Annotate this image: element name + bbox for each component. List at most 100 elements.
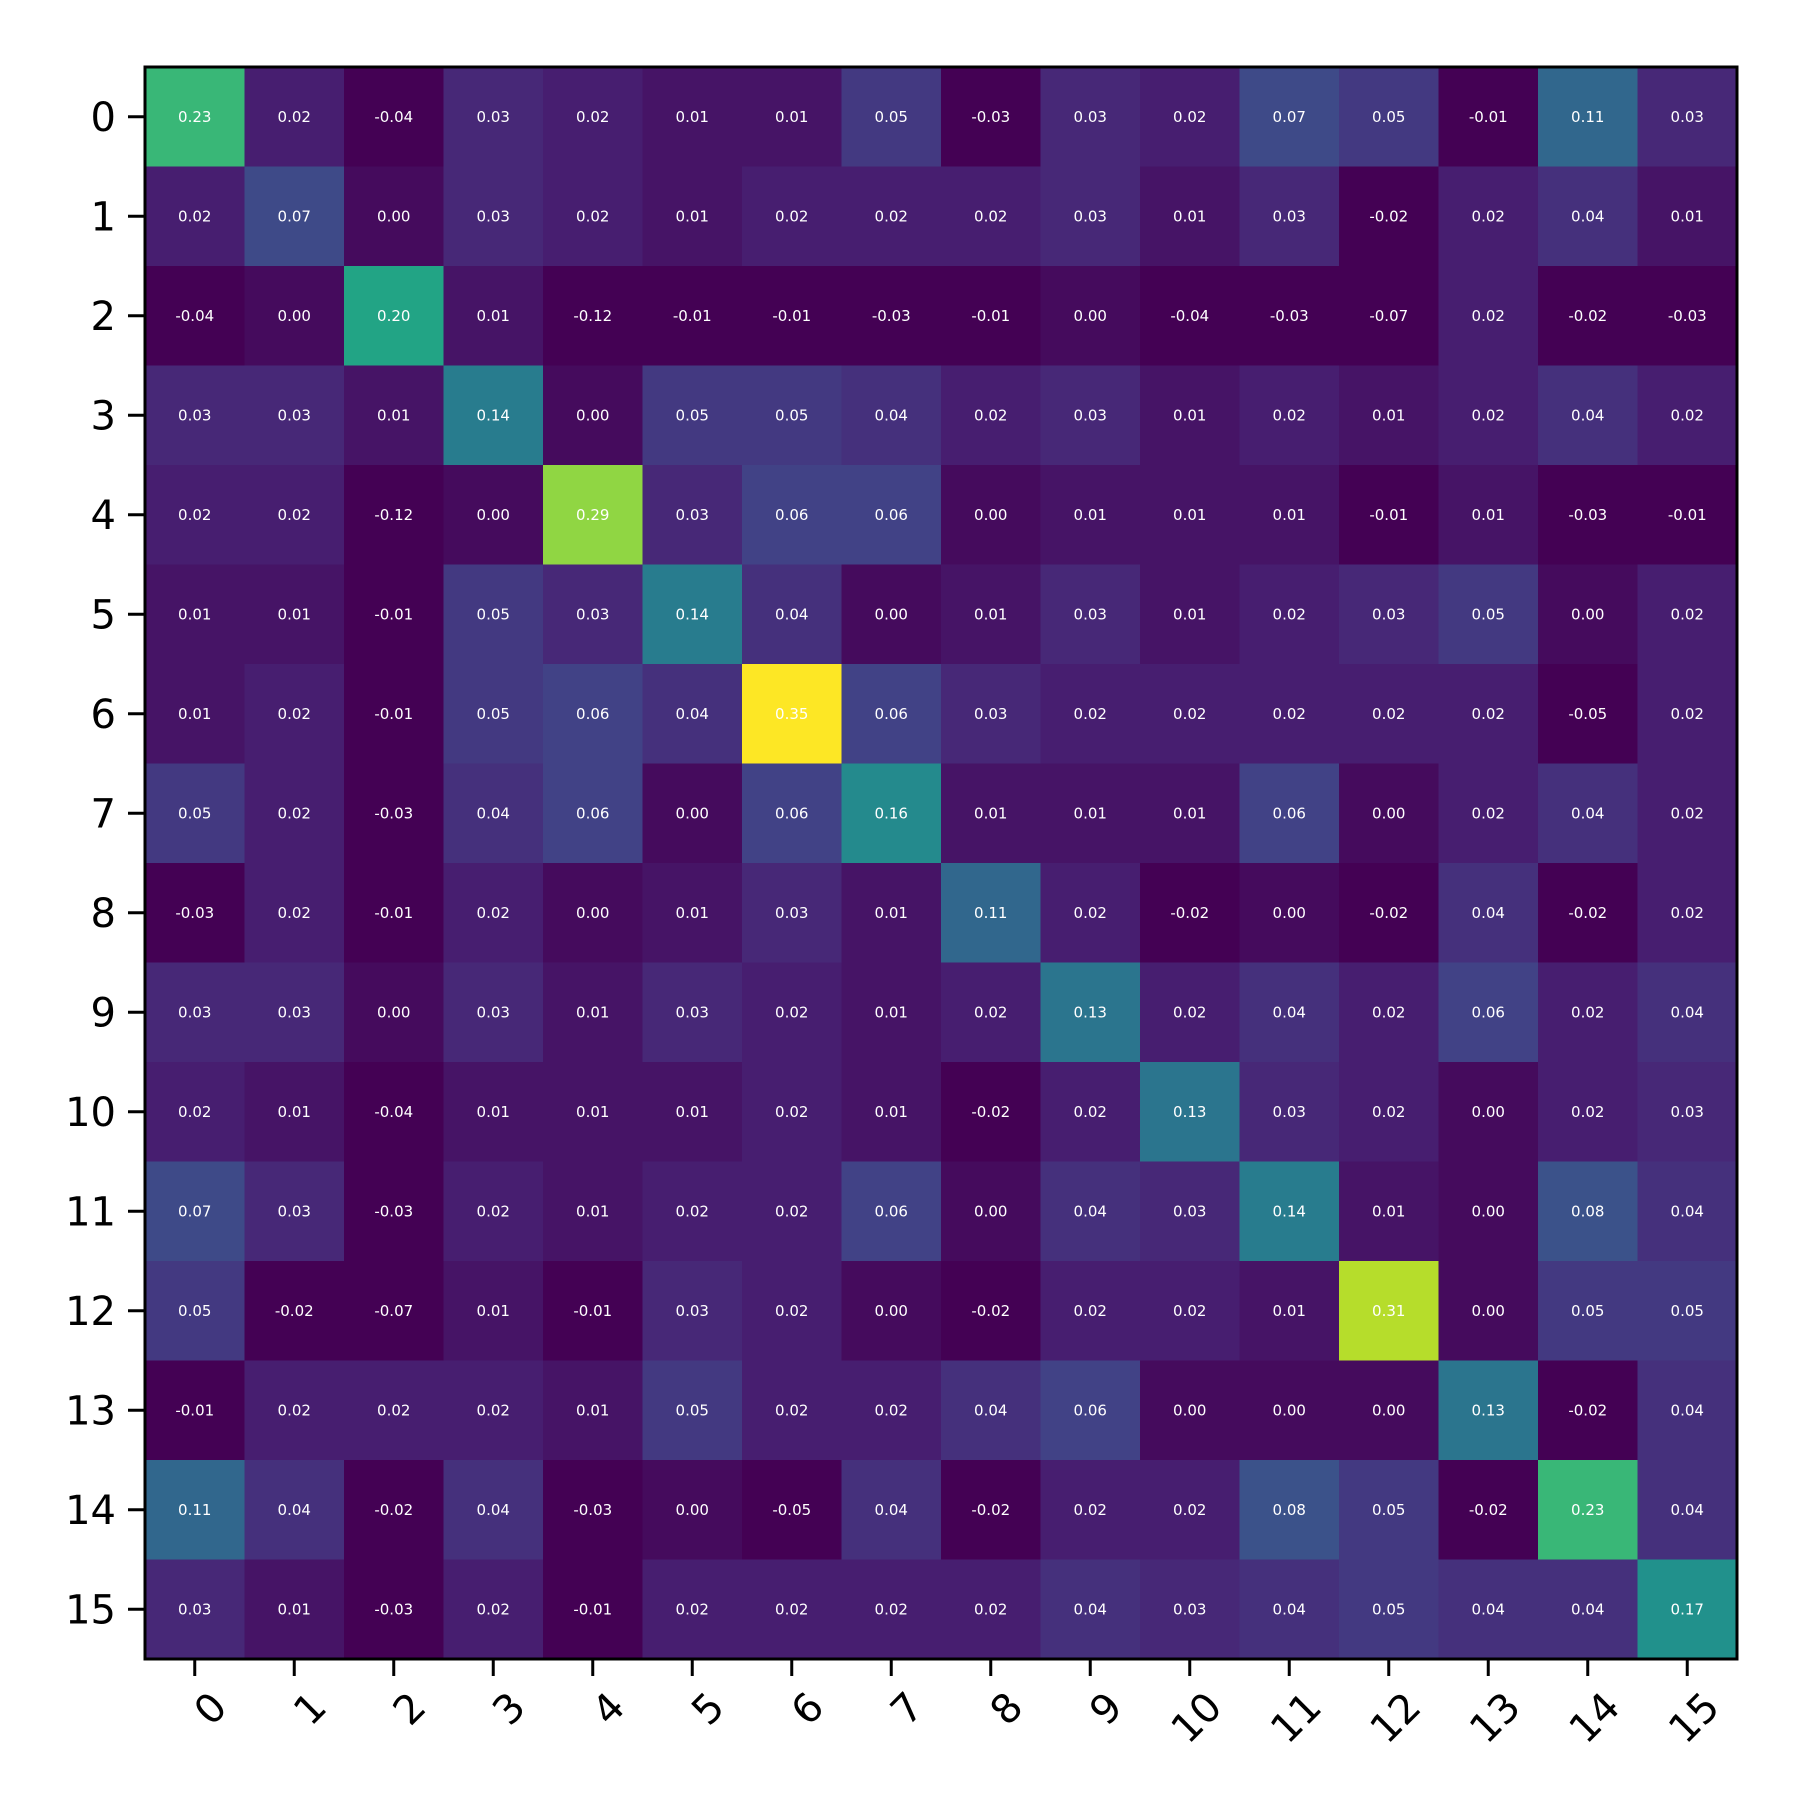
heatmap-cell-13-10 bbox=[1140, 1360, 1240, 1461]
heatmap-cell-13-14 bbox=[1538, 1360, 1638, 1461]
heatmap-cell-9-15 bbox=[1637, 962, 1738, 1063]
heatmap-cell-9-6 bbox=[742, 962, 842, 1063]
heatmap-cell-3-9 bbox=[1040, 365, 1141, 466]
cell-value-label-7-1: 0.02 bbox=[278, 804, 311, 822]
cell-value-label-0-10: 0.02 bbox=[1173, 108, 1206, 126]
heatmap-cell-12-4 bbox=[543, 1261, 643, 1361]
cell-value-label-9-3: 0.03 bbox=[477, 1003, 510, 1021]
heatmap-cell-2-8 bbox=[941, 266, 1041, 366]
cell-value-label-2-7: -0.03 bbox=[872, 307, 911, 325]
cell-value-label-3-10: 0.01 bbox=[1173, 406, 1206, 424]
heatmap-cell-3-3 bbox=[443, 365, 544, 466]
cell-value-label-5-14: 0.00 bbox=[1571, 605, 1604, 623]
heatmap-cell-6-12 bbox=[1339, 664, 1439, 764]
heatmap-cell-5-7 bbox=[841, 564, 942, 665]
cell-value-label-4-7: 0.06 bbox=[875, 506, 908, 524]
heatmap-cell-2-14 bbox=[1538, 266, 1638, 366]
cell-value-label-13-11: 0.00 bbox=[1273, 1401, 1306, 1419]
heatmap-cell-11-9 bbox=[1040, 1161, 1141, 1262]
cell-value-label-4-4: 0.29 bbox=[576, 506, 609, 524]
cell-value-label-12-7: 0.00 bbox=[875, 1302, 908, 1320]
heatmap-cell-2-11 bbox=[1239, 266, 1340, 366]
cell-value-label-2-6: -0.01 bbox=[772, 307, 811, 325]
cell-value-label-3-9: 0.03 bbox=[1074, 406, 1107, 424]
cell-value-label-12-2: -0.07 bbox=[374, 1302, 413, 1320]
heatmap-cell-11-5 bbox=[642, 1161, 743, 1262]
cell-value-label-4-5: 0.03 bbox=[676, 506, 709, 524]
heatmap-cell-0-3 bbox=[443, 67, 544, 167]
heatmap-cell-13-6 bbox=[742, 1360, 842, 1461]
cell-value-label-0-5: 0.01 bbox=[676, 108, 709, 126]
cell-value-label-5-12: 0.03 bbox=[1372, 605, 1405, 623]
y-tick-label-5: 5 bbox=[91, 592, 116, 638]
cell-value-label-8-8: 0.11 bbox=[974, 904, 1007, 922]
heatmap-cell-14-2 bbox=[344, 1460, 444, 1560]
cell-value-label-10-4: 0.01 bbox=[576, 1103, 609, 1121]
cell-value-label-2-1: 0.00 bbox=[278, 307, 311, 325]
cell-value-label-4-12: -0.01 bbox=[1369, 506, 1408, 524]
heatmap-cell-6-3 bbox=[443, 664, 544, 764]
heatmap-cell-5-11 bbox=[1239, 564, 1340, 665]
cell-value-label-6-13: 0.02 bbox=[1472, 705, 1505, 723]
heatmap-cell-4-3 bbox=[443, 465, 544, 565]
cell-value-label-2-14: -0.02 bbox=[1568, 307, 1607, 325]
cell-value-label-10-5: 0.01 bbox=[676, 1103, 709, 1121]
cell-value-label-7-2: -0.03 bbox=[374, 804, 413, 822]
heatmap-cell-5-8 bbox=[941, 564, 1041, 665]
heatmap-cell-4-15 bbox=[1637, 465, 1738, 565]
heatmap-cell-14-14 bbox=[1538, 1460, 1638, 1560]
cell-value-label-10-14: 0.02 bbox=[1571, 1103, 1604, 1121]
heatmap-cell-6-9 bbox=[1040, 664, 1141, 764]
cell-value-label-1-2: 0.00 bbox=[377, 207, 410, 225]
cell-value-label-11-9: 0.04 bbox=[1074, 1202, 1107, 1220]
cell-value-label-7-0: 0.05 bbox=[178, 804, 211, 822]
heatmap-cell-11-11 bbox=[1239, 1161, 1340, 1262]
cell-value-label-11-11: 0.14 bbox=[1273, 1202, 1306, 1220]
heatmap-cell-10-4 bbox=[543, 1062, 643, 1162]
cell-value-label-0-13: -0.01 bbox=[1469, 108, 1508, 126]
heatmap-cell-1-5 bbox=[642, 166, 743, 267]
cell-value-label-14-3: 0.04 bbox=[477, 1501, 510, 1519]
y-tick-label-7: 7 bbox=[91, 791, 116, 837]
cell-value-label-6-3: 0.05 bbox=[477, 705, 510, 723]
cell-value-label-5-5: 0.14 bbox=[676, 605, 709, 623]
cell-value-label-3-0: 0.03 bbox=[178, 406, 211, 424]
cell-value-label-4-14: -0.03 bbox=[1568, 506, 1607, 524]
cell-value-label-2-3: 0.01 bbox=[477, 307, 510, 325]
cell-value-label-1-14: 0.04 bbox=[1571, 207, 1604, 225]
heatmap-cell-15-9 bbox=[1040, 1559, 1141, 1660]
cell-value-label-1-4: 0.02 bbox=[576, 207, 609, 225]
heatmap-cell-1-6 bbox=[742, 166, 842, 267]
cell-value-label-15-7: 0.02 bbox=[875, 1600, 908, 1618]
cell-value-label-14-6: -0.05 bbox=[772, 1501, 811, 1519]
heatmap-cell-0-2 bbox=[344, 67, 444, 167]
cell-value-label-1-11: 0.03 bbox=[1273, 207, 1306, 225]
heatmap-cell-11-4 bbox=[543, 1161, 643, 1262]
heatmap-cell-7-5 bbox=[642, 763, 743, 864]
cell-value-label-12-0: 0.05 bbox=[178, 1302, 211, 1320]
cell-value-label-0-0: 0.23 bbox=[178, 108, 211, 126]
heatmap-cell-6-1 bbox=[244, 664, 345, 764]
heatmap-cell-4-11 bbox=[1239, 465, 1340, 565]
heatmap-cell-5-9 bbox=[1040, 564, 1141, 665]
heatmap-cell-15-13 bbox=[1438, 1559, 1539, 1660]
heatmap-cell-15-0 bbox=[145, 1559, 245, 1660]
y-tick-label-15: 15 bbox=[65, 1587, 116, 1633]
heatmap-cell-14-8 bbox=[941, 1460, 1041, 1560]
cell-value-label-13-8: 0.04 bbox=[974, 1401, 1007, 1419]
heatmap-cell-1-2 bbox=[344, 166, 444, 267]
heatmap-cell-0-0 bbox=[145, 67, 245, 167]
cell-value-label-15-3: 0.02 bbox=[477, 1600, 510, 1618]
heatmap-cell-12-10 bbox=[1140, 1261, 1240, 1361]
heatmap-cell-8-10 bbox=[1140, 863, 1240, 963]
heatmap-cell-3-1 bbox=[244, 365, 345, 466]
heatmap-cell-0-13 bbox=[1438, 67, 1539, 167]
heatmap-cell-11-3 bbox=[443, 1161, 544, 1262]
heatmap-cell-0-8 bbox=[941, 67, 1041, 167]
cell-value-label-9-11: 0.04 bbox=[1273, 1003, 1306, 1021]
heatmap-cell-13-1 bbox=[244, 1360, 345, 1461]
cell-value-label-12-8: -0.02 bbox=[971, 1302, 1010, 1320]
heatmap-cell-7-11 bbox=[1239, 763, 1340, 864]
heatmap-cell-11-7 bbox=[841, 1161, 942, 1262]
